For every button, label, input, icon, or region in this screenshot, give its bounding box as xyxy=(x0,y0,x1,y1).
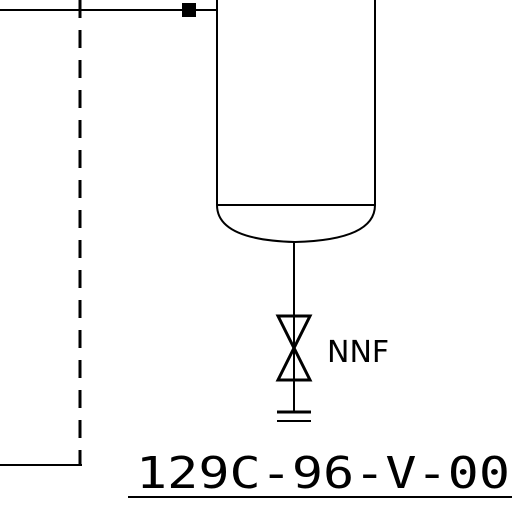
gate-valve-icon xyxy=(275,314,313,382)
nozzle-connector xyxy=(182,3,196,17)
equipment-tag: 129C-96-V-00 xyxy=(136,448,510,499)
valve-note: NNF xyxy=(327,335,389,370)
blind-flange-icon xyxy=(277,410,311,422)
